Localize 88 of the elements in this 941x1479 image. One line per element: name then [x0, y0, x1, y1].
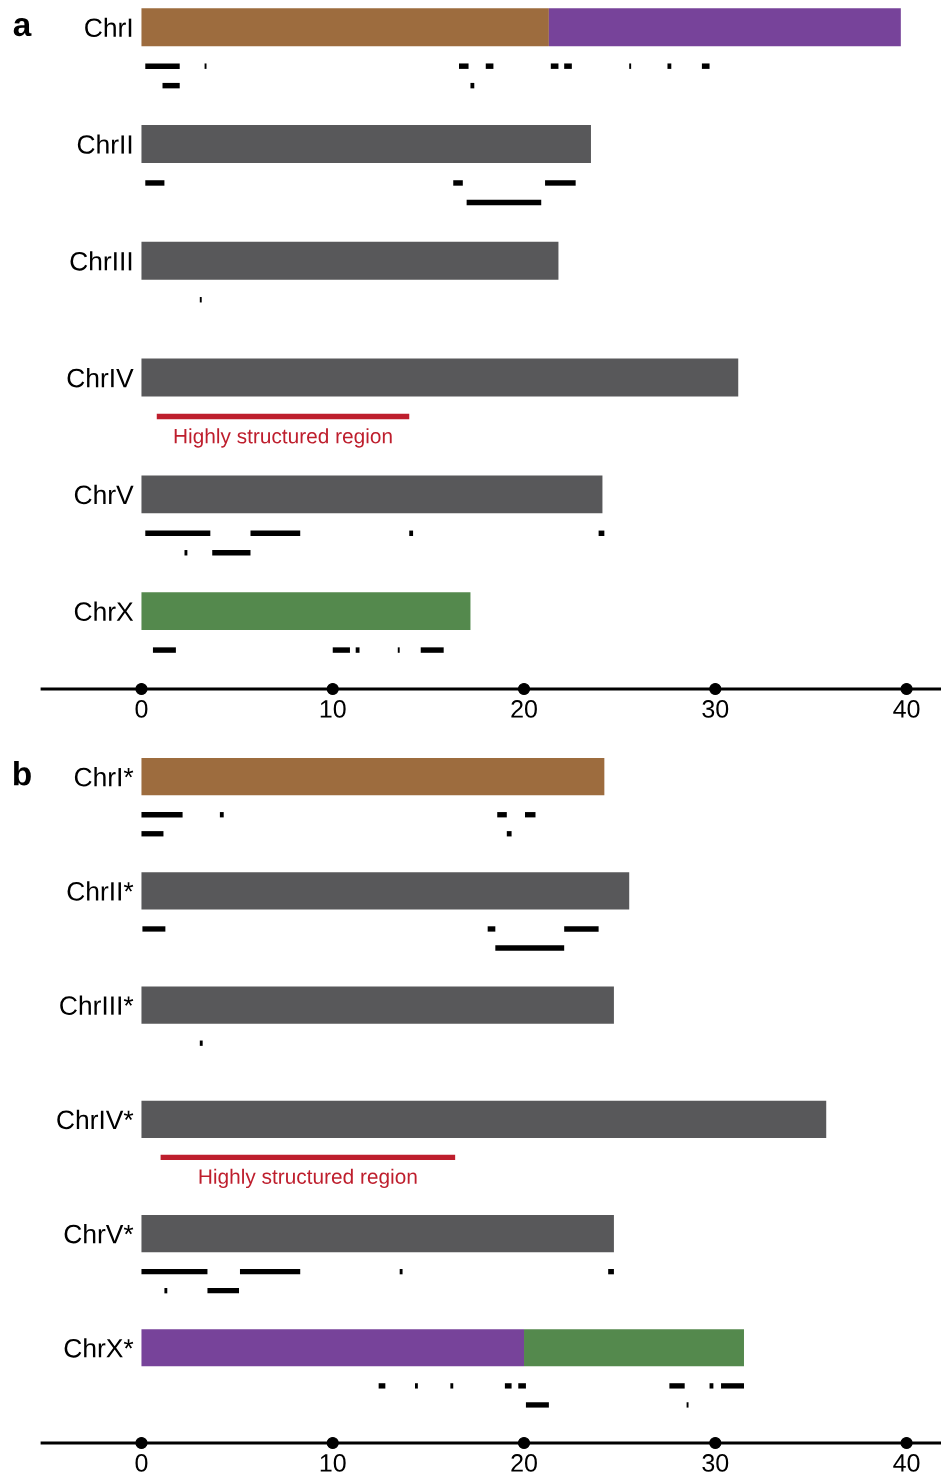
- bar: [212, 550, 251, 556]
- x-tick-label: 0: [135, 700, 148, 718]
- bar: [162, 82, 180, 89]
- bar: [709, 1383, 714, 1389]
- x-tick-label: 20: [511, 1454, 537, 1472]
- bar: [497, 812, 507, 818]
- bar: [239, 1268, 301, 1275]
- bar: [141, 758, 605, 796]
- bar: [160, 1154, 456, 1161]
- bar: [355, 647, 360, 653]
- bar: [495, 945, 565, 951]
- bar: [470, 82, 475, 89]
- bar: [518, 1383, 526, 1389]
- bar: [152, 647, 176, 653]
- bar: [378, 1383, 386, 1389]
- bar: [141, 125, 591, 163]
- bar: [145, 180, 165, 186]
- x-tick-label: 30: [702, 1454, 729, 1472]
- bar: [458, 63, 469, 69]
- chart-title: b: [14, 761, 31, 786]
- series-label: Highly structured region: [174, 428, 392, 448]
- bar: [141, 812, 183, 818]
- bar: [504, 1383, 512, 1389]
- bar: [141, 241, 559, 280]
- bar: [141, 986, 614, 1024]
- bar: [145, 63, 180, 69]
- y-tick-label: ChrIV*: [57, 1109, 134, 1130]
- bar: [564, 63, 572, 69]
- bar: [156, 413, 410, 420]
- bar: [141, 592, 471, 631]
- y-tick-label: ChrI: [85, 17, 132, 38]
- bar: [141, 1268, 208, 1275]
- y-tick-label: ChrIII*: [60, 995, 134, 1015]
- y-tick-label: ChrI*: [74, 767, 134, 787]
- bar: [250, 530, 301, 537]
- bar: [485, 63, 494, 69]
- bar: [141, 475, 603, 514]
- x-tick-label: 10: [320, 700, 346, 718]
- x-tick-label: 30: [702, 700, 729, 718]
- bar: [608, 1268, 614, 1275]
- series-label: Highly structured region: [199, 1168, 417, 1189]
- bar: [550, 63, 559, 69]
- bar: [142, 926, 166, 932]
- y-tick-label: ChrX: [74, 601, 134, 621]
- bar: [145, 530, 211, 537]
- bar: [487, 926, 496, 932]
- bar: [524, 1329, 744, 1367]
- bar: [721, 1383, 744, 1389]
- bar: [141, 1100, 827, 1138]
- bar: [141, 1215, 614, 1253]
- bar: [450, 1383, 454, 1389]
- y-tick-label: ChrII*: [67, 881, 134, 901]
- bar: [164, 1288, 168, 1294]
- bar: [420, 647, 444, 653]
- bar: [207, 1288, 240, 1294]
- y-tick-label: ChrIV: [67, 368, 134, 388]
- bar: [141, 1329, 525, 1367]
- y-tick-label: ChrV: [74, 484, 134, 505]
- bar: [332, 647, 350, 653]
- chart-title: a: [13, 17, 32, 37]
- bar: [199, 1040, 203, 1046]
- bar: [399, 1268, 403, 1275]
- bar: [141, 358, 739, 397]
- bar: [506, 831, 512, 837]
- bar: [466, 199, 542, 206]
- bar: [414, 1383, 418, 1389]
- bar: [141, 872, 630, 910]
- x-tick-label: 0: [135, 1454, 148, 1472]
- y-tick-label: ChrX*: [64, 1338, 134, 1358]
- bar: [141, 831, 164, 837]
- bar: [548, 8, 901, 47]
- bar: [141, 8, 549, 47]
- x-tick-label: 10: [320, 1454, 346, 1472]
- x-tick-label: 20: [511, 700, 537, 718]
- y-tick-label: ChrIII: [70, 251, 132, 271]
- y-tick-label: ChrV*: [64, 1224, 134, 1244]
- bar: [545, 180, 576, 186]
- bar: [667, 63, 672, 69]
- bar: [701, 63, 710, 69]
- y-tick-label: ChrII: [77, 134, 132, 154]
- x-tick-label: 40: [893, 700, 920, 718]
- bar: [409, 530, 414, 537]
- bar: [453, 180, 463, 186]
- bar: [219, 812, 224, 818]
- x-tick-label: 40: [893, 1454, 920, 1472]
- bar: [669, 1383, 685, 1389]
- bar: [564, 926, 599, 932]
- bar: [525, 1402, 549, 1408]
